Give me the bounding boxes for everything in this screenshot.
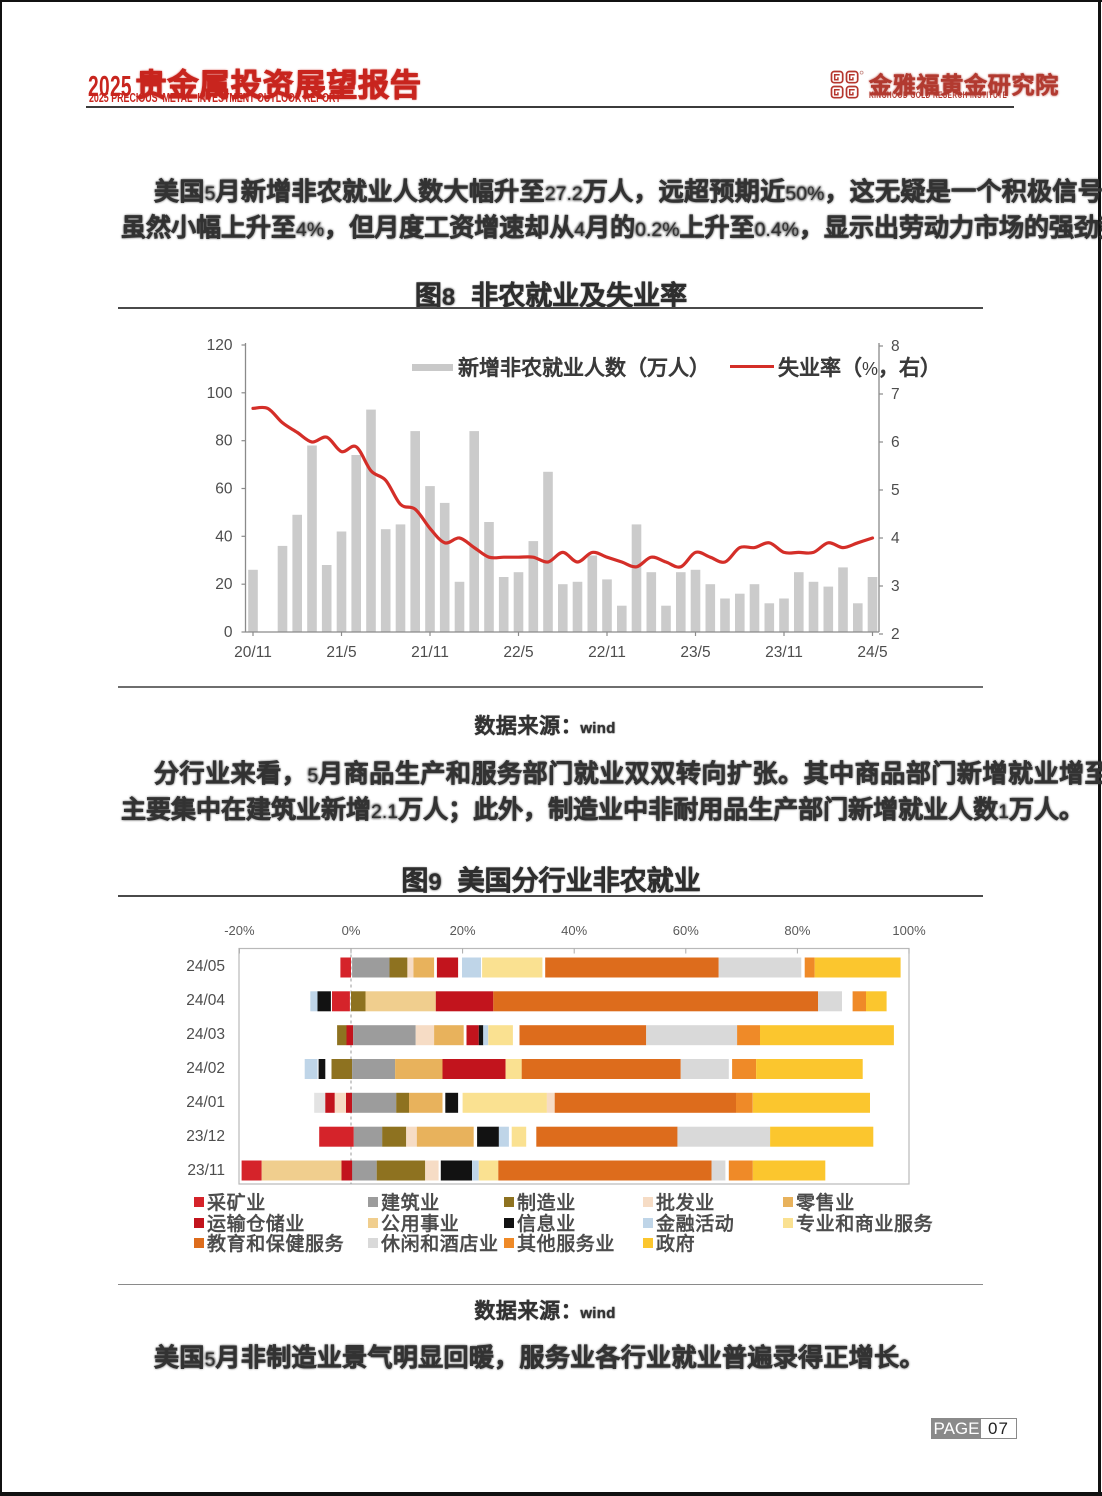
svg-text:100%: 100% — [892, 923, 926, 938]
svg-text:-20%: -20% — [224, 923, 255, 938]
svg-text:80%: 80% — [784, 923, 810, 938]
svg-text:21/11: 21/11 — [411, 644, 449, 661]
svg-text:23/11: 23/11 — [765, 644, 803, 661]
svg-text:3: 3 — [891, 578, 900, 595]
svg-text:6: 6 — [891, 434, 900, 451]
svg-text:21/5: 21/5 — [326, 644, 356, 661]
svg-text:22/5: 22/5 — [503, 644, 533, 661]
svg-text:4: 4 — [891, 530, 900, 547]
svg-text:5: 5 — [891, 482, 900, 499]
svg-text:80: 80 — [215, 433, 233, 450]
svg-text:2: 2 — [891, 626, 900, 643]
svg-text:8: 8 — [891, 338, 900, 355]
svg-text:100: 100 — [207, 385, 233, 402]
svg-text:40: 40 — [215, 528, 233, 545]
svg-text:60%: 60% — [673, 923, 699, 938]
svg-text:7: 7 — [891, 386, 900, 403]
svg-text:22/11: 22/11 — [588, 644, 626, 661]
svg-text:120: 120 — [207, 337, 233, 354]
svg-text:23/5: 23/5 — [680, 644, 710, 661]
svg-text:20: 20 — [215, 576, 233, 593]
svg-text:24/5: 24/5 — [857, 644, 887, 661]
svg-text:20%: 20% — [450, 923, 476, 938]
svg-text:0: 0 — [224, 624, 233, 641]
svg-text:60: 60 — [215, 481, 233, 498]
svg-text:0%: 0% — [342, 923, 361, 938]
svg-text:40%: 40% — [561, 923, 587, 938]
svg-text:20/11: 20/11 — [234, 644, 272, 661]
